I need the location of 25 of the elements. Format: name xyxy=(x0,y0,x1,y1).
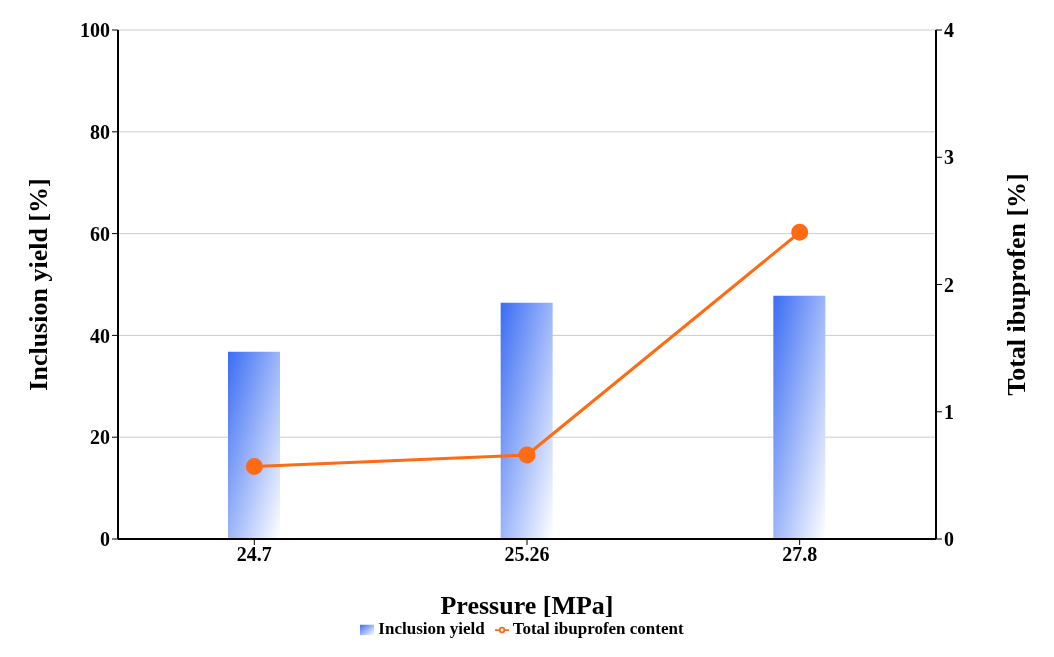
point xyxy=(245,457,263,475)
y2-tick-label: 2 xyxy=(944,273,954,296)
x-tick-label: 27.8 xyxy=(782,543,818,566)
y-tick-label: 60 xyxy=(90,222,110,245)
y2-tick-label: 0 xyxy=(944,528,954,551)
y-tick-label: 20 xyxy=(90,426,110,449)
legend-label: Total ibuprofen content xyxy=(512,619,684,638)
y2-tick-label: 3 xyxy=(944,146,954,169)
y2-axis-title: Total ibuprofen [%] xyxy=(1002,173,1032,396)
bar xyxy=(773,295,826,539)
point xyxy=(518,446,536,464)
y-tick-label: 80 xyxy=(90,120,110,143)
bar xyxy=(500,302,553,539)
y2-tick-label: 1 xyxy=(944,400,954,423)
x-axis-title: Pressure [MPa] xyxy=(440,591,614,620)
y2-tick-label: 4 xyxy=(944,19,954,42)
y-axis-title: Inclusion yield [%] xyxy=(24,178,54,391)
legend-label: Inclusion yield xyxy=(378,619,485,638)
y-tick-label: 0 xyxy=(100,528,110,551)
point xyxy=(791,223,809,241)
x-tick-label: 25.26 xyxy=(504,543,550,566)
bar xyxy=(228,351,280,539)
y-tick-label: 40 xyxy=(90,324,110,347)
x-tick-label: 24.7 xyxy=(236,543,272,566)
y-tick-label: 100 xyxy=(80,19,110,42)
